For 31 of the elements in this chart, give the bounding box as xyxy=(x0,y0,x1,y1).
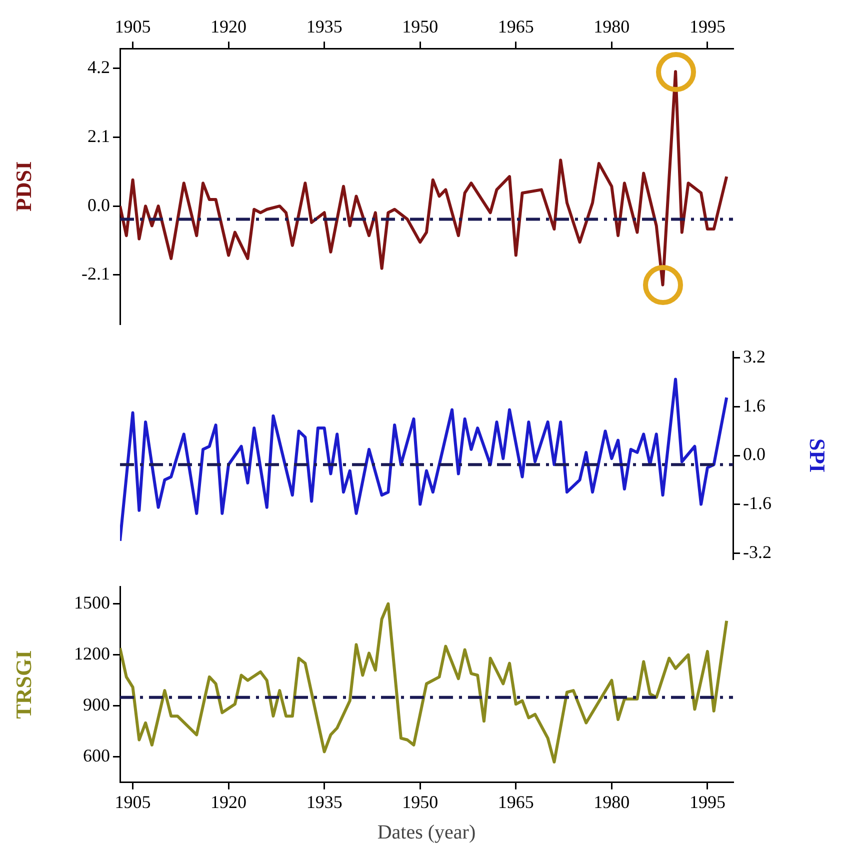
y-tick-label: 4.2 xyxy=(88,57,110,78)
x-tick-label: 1965 xyxy=(498,792,534,812)
x-axis-title: Dates (year) xyxy=(377,821,476,844)
y-axis-title: TRSGI xyxy=(10,650,36,719)
x-tick-label: 1935 xyxy=(306,16,342,37)
y-tick-label: 600 xyxy=(83,746,110,766)
y2-tick-label: 3.2 xyxy=(743,346,766,367)
y2-tick-label: -1.6 xyxy=(743,493,772,514)
x-tick-label: 1995 xyxy=(689,792,726,812)
x-tick-label: 1905 xyxy=(114,16,151,37)
x-tick-label: 1980 xyxy=(594,792,630,812)
y-tick-label: 2.1 xyxy=(88,126,110,146)
x-tick-label: 1920 xyxy=(210,792,247,812)
x-tick-label: 1905 xyxy=(114,792,151,812)
x-tick-label: 1980 xyxy=(594,16,630,37)
y2-tick-label: 0.0 xyxy=(743,444,766,464)
y-axis-title: PDSI xyxy=(10,161,36,212)
y2-tick-label: -3.2 xyxy=(743,542,772,562)
y2-axis-title: SPI xyxy=(805,438,830,473)
y-tick-label: 1200 xyxy=(74,644,110,664)
y-tick-label: -2.1 xyxy=(82,264,110,284)
x-tick-label: 1995 xyxy=(689,16,726,37)
y-tick-label: 1500 xyxy=(74,592,110,613)
y-tick-label: 0.0 xyxy=(88,194,110,215)
x-tick-label: 1935 xyxy=(306,792,342,812)
x-tick-label: 1950 xyxy=(402,792,438,812)
x-tick-label: 1920 xyxy=(210,16,247,37)
y-tick-label: 900 xyxy=(83,694,110,715)
y2-tick-label: 1.6 xyxy=(743,395,766,416)
x-tick-label: 1950 xyxy=(402,16,438,37)
x-tick-label: 1965 xyxy=(498,16,534,37)
